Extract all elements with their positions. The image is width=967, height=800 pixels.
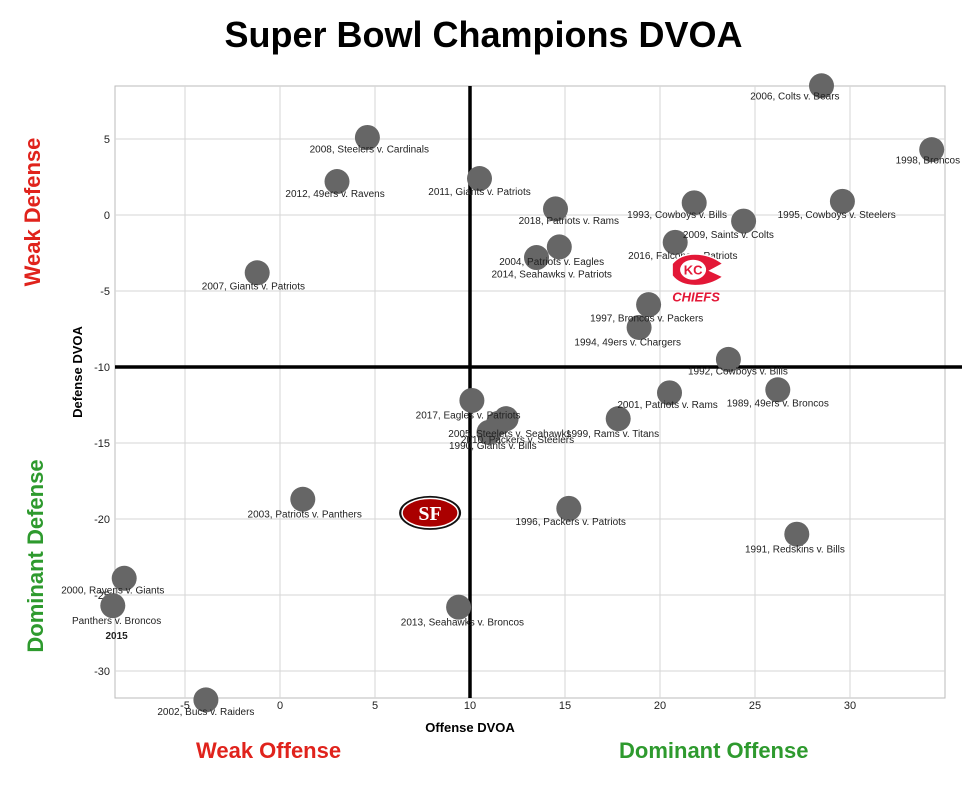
point-label: 1995, Cowboys v. Steelers xyxy=(778,210,896,221)
data-point xyxy=(546,234,572,260)
x-tick-label: -5 xyxy=(180,700,190,712)
data-point xyxy=(829,188,855,214)
chiefs-wordmark: CHIEFS xyxy=(672,290,720,305)
point-label: 1990, Giants v. Bills xyxy=(449,441,537,452)
point-label: 1993, Cowboys v. Bills xyxy=(627,210,727,221)
data-point xyxy=(731,208,757,234)
dominant-offense-label: Dominant Offense xyxy=(619,738,809,763)
point-label: 2006, Colts v. Bears xyxy=(750,91,839,102)
y-tick-label: -30 xyxy=(94,666,110,678)
data-point xyxy=(681,190,707,216)
point-label: 2007, Giants v. Patriots xyxy=(202,281,305,292)
y-tick-label: -5 xyxy=(100,286,110,298)
point-label: 2002, Bucs v. Raiders xyxy=(157,707,254,718)
x-tick-label: 25 xyxy=(749,700,761,712)
data-point xyxy=(476,419,502,445)
point-label: 2003, Patriots v. Panthers xyxy=(248,509,362,520)
data-point xyxy=(784,521,810,547)
point-label: 1996, Packers v. Patriots xyxy=(515,517,625,528)
data-point xyxy=(446,594,472,620)
data-point xyxy=(626,314,652,340)
point-label: 2012, 49ers v. Ravens xyxy=(285,189,384,200)
grid-lines-y xyxy=(115,138,945,672)
point-label: 2013, Seahawks v. Broncos xyxy=(401,617,524,628)
point-label: 1998, Broncos xyxy=(896,155,961,166)
point-labels: 2006, Colts v. Bears 1998, Broncos 2008, S… xyxy=(61,91,960,718)
y-tick-label: 5 xyxy=(104,134,110,146)
x-tick-label: 30 xyxy=(844,700,856,712)
point-label: 2017, Eagles v. Patriots xyxy=(416,411,521,422)
x-axis-title: Offense DVOA xyxy=(425,720,515,735)
point-label: 2000, Ravens v. Giants xyxy=(61,585,164,596)
chiefs-logo: KC CHIEFS xyxy=(671,253,725,305)
data-point xyxy=(111,565,137,591)
niners-monogram: SF xyxy=(418,503,441,525)
point-label: 2018, Patriots v. Rams xyxy=(519,216,619,227)
x-tick-label: 15 xyxy=(559,700,571,712)
data-point xyxy=(459,387,485,413)
y-axis-title: Defense DVOA xyxy=(70,326,85,418)
data-point xyxy=(662,229,688,255)
data-point xyxy=(636,292,662,318)
data-point xyxy=(809,73,834,99)
y-tick-label: -20 xyxy=(94,514,110,526)
data-point xyxy=(919,137,945,163)
niners-oval-inner xyxy=(401,497,459,529)
data-point xyxy=(543,196,568,222)
x-tick-label: 5 xyxy=(372,700,378,712)
x-tick-labels: -5 0 5 10 15 20 25 30 xyxy=(180,700,856,712)
point-label: 2011, Giants v. Patriots xyxy=(428,187,530,198)
data-point xyxy=(290,486,316,512)
point-label: 2005, Steelers v. Seahawks xyxy=(448,429,571,440)
data-point xyxy=(193,687,219,713)
point-label: 1992, Cowboys v. Bills xyxy=(688,367,788,378)
data-point xyxy=(100,593,126,619)
y-tick-label: -10 xyxy=(94,362,110,374)
niners-logo: SF xyxy=(399,495,462,530)
y-tick-labels: 50-5-10-15-20-25-30 xyxy=(94,134,110,678)
data-point xyxy=(244,260,270,286)
point-label: 2010, Packers v. Steelers xyxy=(461,435,574,446)
point-label: 2014, Seahawks v. Patriots xyxy=(491,269,611,280)
point-label: 1994, 49ers v. Chargers xyxy=(574,338,681,349)
dominant-defense-label: Dominant Defense xyxy=(23,459,48,653)
data-point xyxy=(715,346,741,372)
point-label: 2001, Patriots v. Rams xyxy=(617,400,717,411)
point-label: 2009, Saints v. Colts xyxy=(683,230,774,241)
chiefs-monogram: KC xyxy=(684,263,703,278)
plot-frame xyxy=(114,85,946,699)
x-tick-label: 0 xyxy=(277,700,283,712)
data-point xyxy=(354,124,380,150)
data-point xyxy=(467,166,492,192)
data-point xyxy=(493,406,519,432)
x-tick-label: 10 xyxy=(464,700,476,712)
point-label: 1991, Redskins v. Bills xyxy=(745,544,845,555)
data-point xyxy=(657,380,682,406)
chart-title: Super Bowl Champions DVOA xyxy=(224,14,743,55)
data-point xyxy=(524,245,549,271)
weak-offense-label: Weak Offense xyxy=(196,738,342,763)
y-tick-label: -15 xyxy=(94,438,110,450)
data-point xyxy=(556,495,582,521)
data-points xyxy=(100,73,945,713)
point-label: Panthers v. Broncos xyxy=(72,616,161,627)
point-label: 1997, Broncos v. Packers xyxy=(590,313,703,324)
data-point xyxy=(765,377,791,403)
point-label: 2015 xyxy=(105,631,128,642)
data-point xyxy=(605,406,631,432)
team-logos: KC CHIEFS SF xyxy=(399,253,725,530)
point-label: 2008, Steelers v. Cardinals xyxy=(310,145,429,156)
data-point xyxy=(324,169,350,195)
point-label: 1989, 49ers v. Broncos xyxy=(727,399,829,410)
weak-defense-label: Weak Defense xyxy=(20,137,45,287)
y-tick-label: 0 xyxy=(104,210,110,222)
x-tick-label: 20 xyxy=(654,700,666,712)
point-label: 2004, Patriots v. Eagles xyxy=(499,257,604,268)
point-label: 1999, Rams v. Titans xyxy=(566,429,659,440)
arrowhead-oval xyxy=(680,259,707,280)
